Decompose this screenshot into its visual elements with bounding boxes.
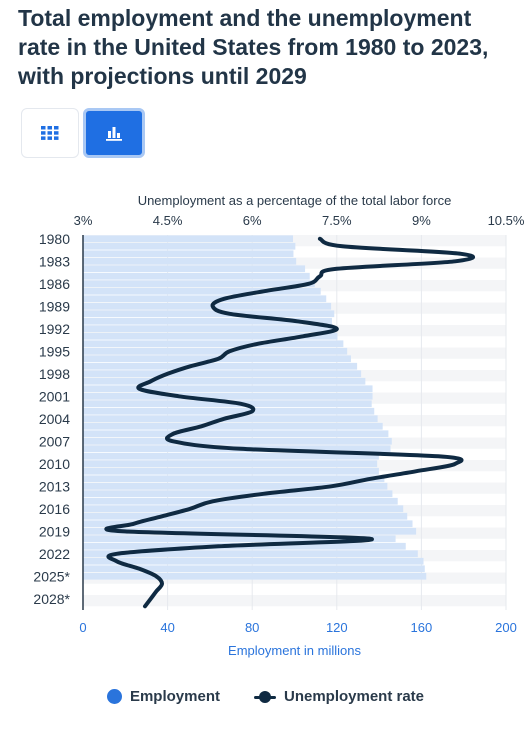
employment-bar [83, 272, 310, 280]
legend-label-employment: Employment [129, 688, 220, 705]
employment-bar [83, 302, 332, 310]
category-tick-label: 2007 [39, 433, 70, 449]
category-tick-label: 1983 [39, 253, 70, 269]
employment-bar [83, 265, 306, 273]
chart-view-button[interactable] [83, 108, 145, 158]
employment-bar [83, 385, 373, 393]
secondary-tick-label: 9% [412, 213, 431, 228]
employment-bar [83, 295, 327, 303]
category-tick-label: 2025* [33, 568, 70, 584]
x-tick-label: 0 [79, 620, 86, 635]
secondary-tick-label: 3% [74, 213, 93, 228]
employment-bar [83, 565, 425, 573]
employment-bar [83, 505, 404, 513]
employment-bar [83, 325, 334, 333]
employment-bar [83, 250, 294, 258]
x-tick-label: 160 [411, 620, 433, 635]
category-tick-label: 1995 [39, 343, 70, 359]
employment-bar [83, 550, 418, 558]
legend-item-unemployment[interactable]: Unemployment rate [253, 688, 425, 705]
employment-bar [83, 422, 383, 430]
employment-bar [83, 257, 297, 265]
employment-bar [83, 437, 392, 445]
secondary-tick-label: 10.5% [488, 213, 525, 228]
employment-bar [83, 340, 344, 348]
employment-legend-dot-icon [106, 689, 122, 704]
table-view-button[interactable] [21, 108, 79, 158]
chart-area: 1980198319861989199219951998200120042007… [33, 193, 525, 658]
employment-bar [83, 467, 379, 475]
employment-bar [83, 460, 378, 468]
x-tick-label: 200 [495, 620, 517, 635]
employment-bar [83, 475, 385, 483]
employment-bar [83, 332, 338, 340]
employment-bar [83, 572, 427, 580]
secondary-tick-label: 4.5% [153, 213, 183, 228]
category-tick-label: 2022 [39, 546, 70, 562]
legend-item-employment[interactable]: Employment [106, 688, 220, 705]
employment-bar [83, 370, 362, 378]
category-tick-label: 1980 [39, 231, 70, 247]
x-tick-label: 80 [245, 620, 259, 635]
category-tick-label: 2010 [39, 456, 70, 472]
employment-bar [83, 362, 358, 370]
category-tick-label: 1998 [39, 366, 70, 382]
employment-bar [83, 520, 413, 528]
employment-bar [83, 482, 388, 490]
unemployment-rate-line [104, 236, 475, 609]
employment-bar [83, 407, 375, 415]
x-tick-label: 120 [326, 620, 348, 635]
unemployment-legend-line-icon [253, 690, 276, 704]
category-tick-label: 1992 [39, 321, 70, 337]
employment-bar [83, 527, 417, 535]
employment-bar [83, 452, 379, 460]
employment-bar [83, 242, 296, 250]
employment-bar [83, 317, 332, 325]
grid-icon [41, 126, 59, 140]
category-tick-label: 2019 [39, 523, 70, 539]
x-axis-label: Employment in millions [228, 643, 361, 658]
employment-bar [83, 535, 396, 543]
category-tick-label: 2013 [39, 478, 70, 494]
employment-bar [83, 430, 389, 438]
employment-bar [83, 347, 348, 355]
secondary-tick-label: 7.5% [322, 213, 352, 228]
employment-bar [83, 235, 294, 243]
employment-bar [83, 280, 315, 288]
employment-bar [83, 310, 335, 318]
employment-bar [83, 490, 393, 498]
employment-bar [83, 497, 398, 505]
row-band [83, 235, 506, 247]
chart-title: Total employment and the unemployment ra… [18, 5, 489, 89]
category-tick-label: 2028* [33, 591, 70, 607]
legend: Employment Unemployment rate [0, 688, 531, 705]
x-tick-label: 40 [160, 620, 174, 635]
category-tick-label: 2004 [39, 411, 70, 427]
employment-bar [83, 392, 373, 400]
employment-bar [83, 377, 366, 385]
employment-bar [83, 512, 408, 520]
bar-chart-icon [106, 127, 122, 141]
category-tick-label: 1986 [39, 276, 70, 292]
category-tick-label: 1989 [39, 298, 70, 314]
secondary-tick-label: 6% [243, 213, 262, 228]
employment-bar [83, 287, 321, 295]
category-tick-label: 2016 [39, 501, 70, 517]
row-band [83, 595, 506, 607]
employment-bar [83, 557, 424, 565]
legend-label-unemployment: Unemployment rate [283, 688, 425, 705]
secondary-axis-label: Unemployment as a percentage of the tota… [138, 193, 452, 208]
category-tick-label: 2001 [39, 388, 70, 404]
